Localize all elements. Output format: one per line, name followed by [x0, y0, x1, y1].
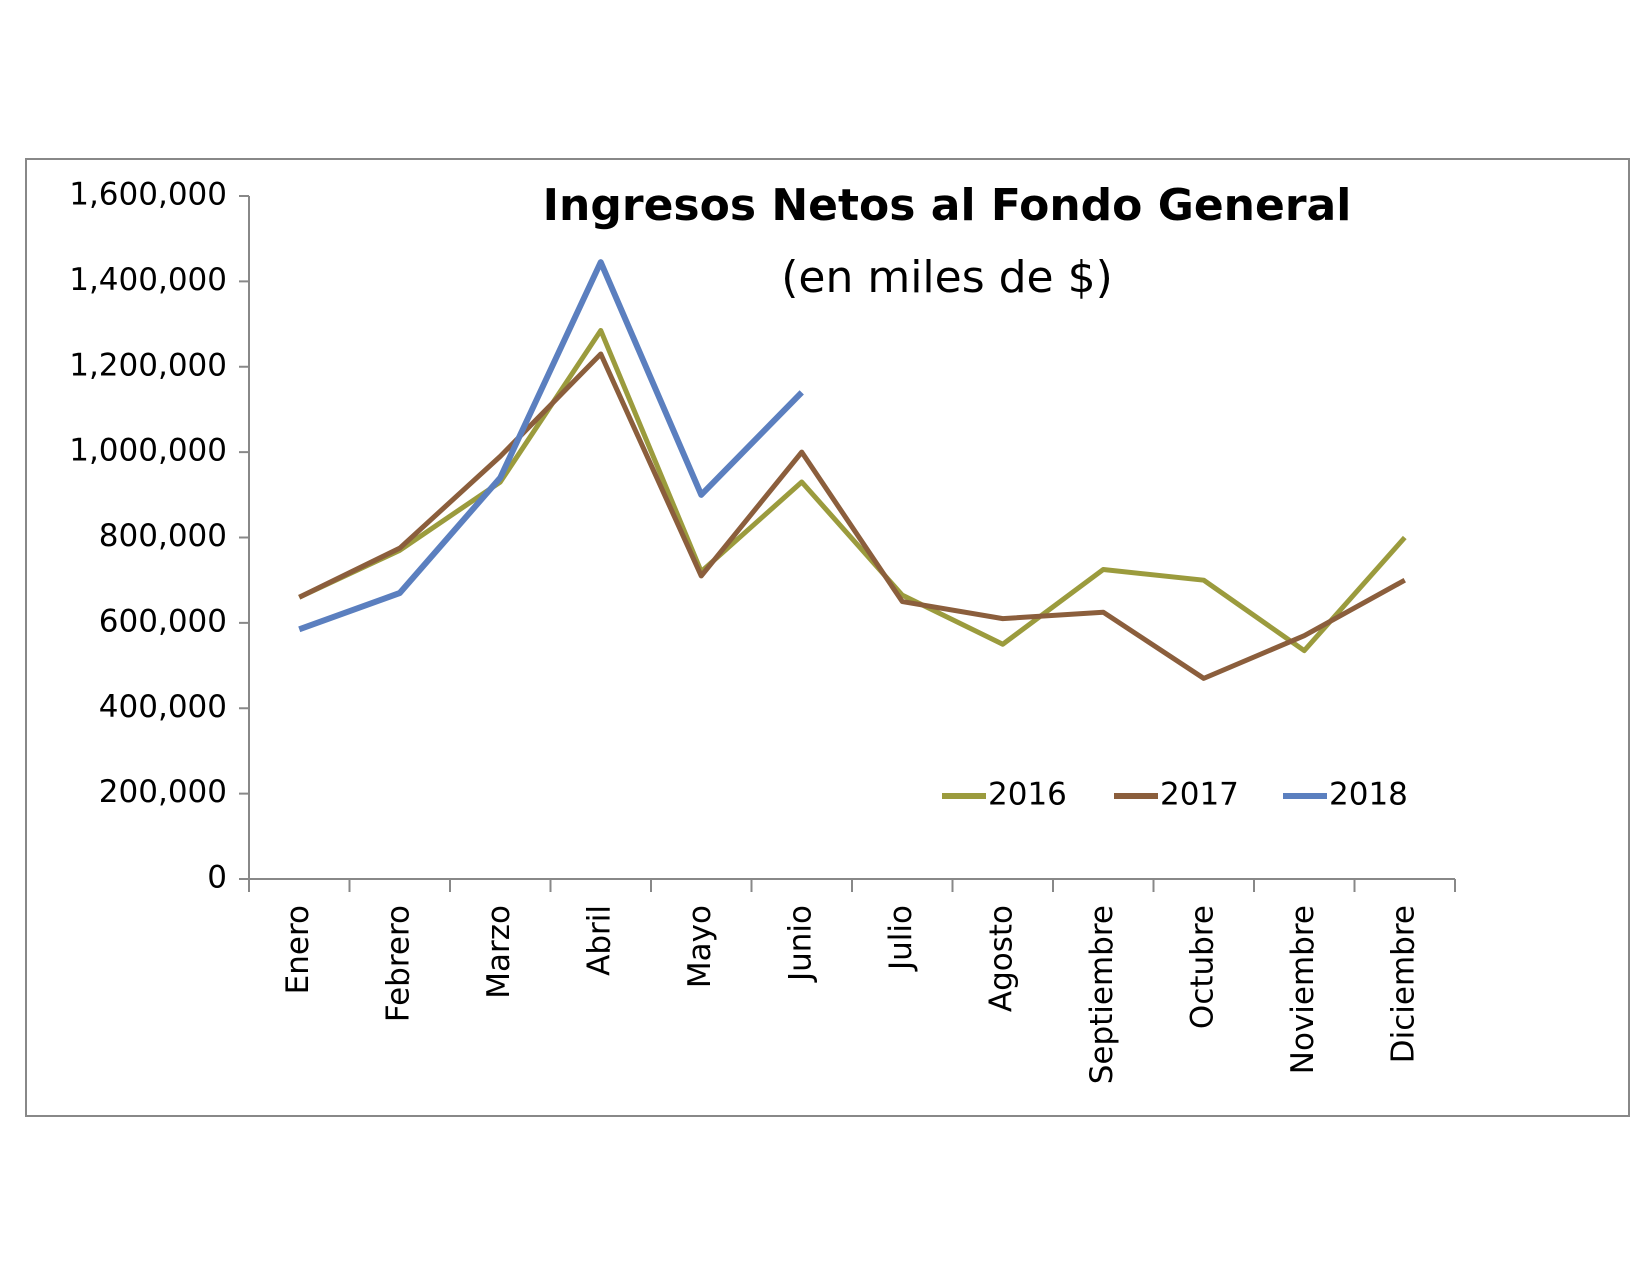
chart-subtitle: (en miles de $) — [781, 252, 1113, 303]
x-tick-label: Noviembre — [1285, 905, 1321, 1074]
y-tick-label: 1,000,000 — [69, 433, 227, 469]
legend-label: 2016 — [988, 777, 1067, 813]
chart-frame — [25, 158, 1630, 1117]
legend-label: 2018 — [1329, 777, 1408, 813]
x-tick-label: Mayo — [682, 905, 718, 988]
x-tick-label: Febrero — [380, 905, 416, 1022]
series-line — [298, 259, 804, 633]
chart-title: Ingresos Netos al Fondo General — [543, 180, 1352, 231]
x-tick-label: Abril — [581, 905, 617, 976]
x-tick-label: Agosto — [983, 905, 1019, 1012]
y-tick-label: 1,400,000 — [69, 262, 227, 298]
x-tick-label: Octubre — [1184, 905, 1220, 1029]
y-tick-label: 1,600,000 — [69, 177, 227, 213]
series-line — [298, 351, 1406, 681]
y-tick-label: 1,200,000 — [69, 347, 227, 383]
y-tick-label: 600,000 — [99, 603, 227, 639]
x-tick-label: Junio — [782, 905, 818, 983]
x-tick-label: Julio — [883, 905, 919, 972]
x-tick-label: Diciembre — [1385, 905, 1421, 1063]
legend-label: 2017 — [1160, 777, 1239, 813]
x-tick-label: Marzo — [481, 905, 517, 999]
x-tick-label: Septiembre — [1084, 905, 1120, 1084]
y-tick-label: 400,000 — [99, 689, 227, 725]
y-tick-label: 200,000 — [99, 774, 227, 810]
y-tick-label: 800,000 — [99, 518, 227, 554]
x-tick-label: Enero — [280, 905, 316, 994]
y-tick-label: 0 — [207, 860, 227, 896]
